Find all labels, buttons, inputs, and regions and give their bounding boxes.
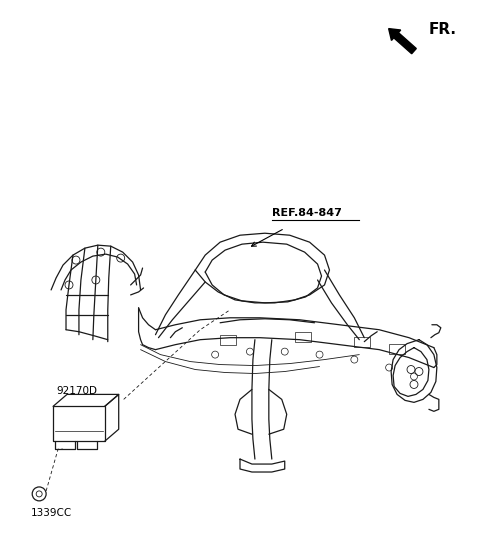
Bar <box>354 337 370 347</box>
Text: 92170D: 92170D <box>57 387 97 397</box>
Text: 1339CC: 1339CC <box>31 508 72 518</box>
Text: FR.: FR. <box>429 22 457 36</box>
Bar <box>295 332 311 342</box>
Bar <box>389 343 405 353</box>
Bar <box>220 335 236 345</box>
Text: REF.84-847: REF.84-847 <box>272 208 342 218</box>
FancyArrow shape <box>389 29 416 54</box>
